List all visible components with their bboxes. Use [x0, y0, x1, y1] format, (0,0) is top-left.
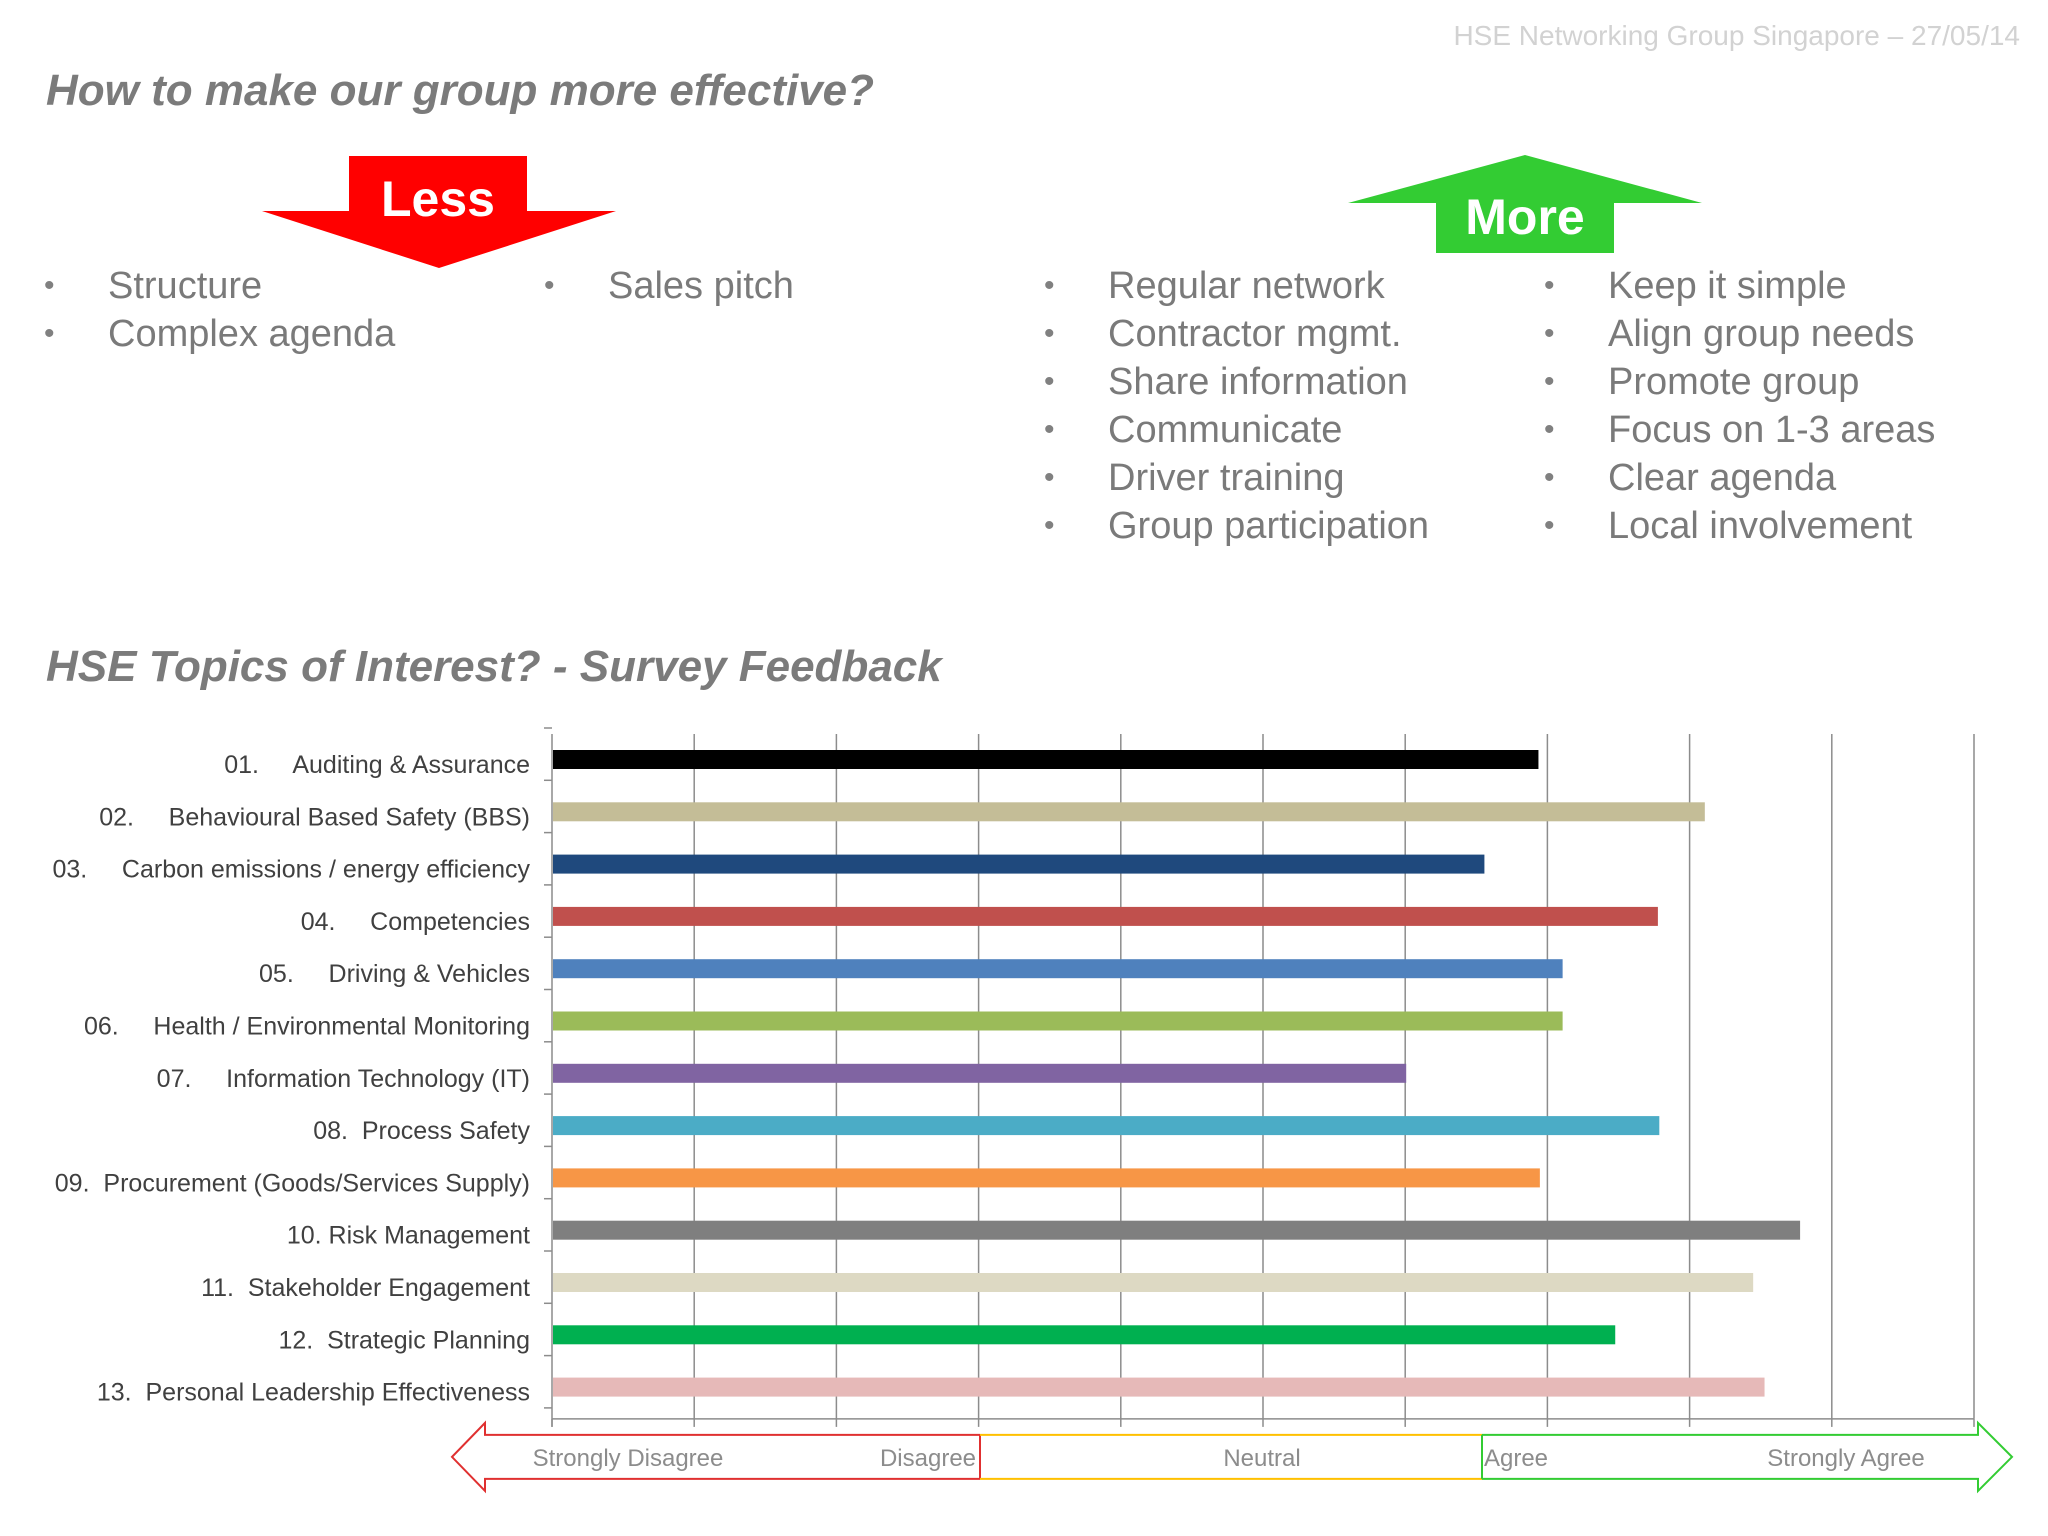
category-label: 04. Competencies [301, 908, 530, 936]
category-label: 08. Process Safety [313, 1117, 530, 1145]
bar [553, 1168, 1540, 1188]
list-item: • Sales pitch [544, 262, 794, 310]
bullet-icon: • [1544, 317, 1555, 350]
bar [553, 906, 1658, 926]
scale-label: Neutral [1223, 1445, 1300, 1472]
bar [553, 1273, 1754, 1292]
more-list-1: • Regular network • Contractor mgmt. • Shar… [1044, 262, 1429, 550]
bar [553, 959, 1563, 979]
more-label: More [1465, 189, 1585, 245]
bar [553, 1377, 1765, 1397]
bar [553, 750, 1539, 769]
list-item: • Keep it simple [1544, 262, 1935, 310]
list-item: • Communicate [1044, 406, 1429, 454]
category-label: 03. Carbon emissions / energy efficiency [52, 856, 530, 884]
bar [553, 1063, 1407, 1083]
bullet-icon: • [1544, 413, 1555, 446]
bar [553, 1116, 1660, 1136]
bullet-icon: • [1544, 365, 1555, 398]
list-item: • Share information [1044, 358, 1429, 406]
category-label: 07. Information Technology (IT) [157, 1065, 530, 1093]
category-label: 06. Health / Environmental Monitoring [84, 1013, 530, 1041]
more-arrow-icon [1348, 155, 1702, 253]
list-item: • Contractor mgmt. [1044, 310, 1429, 358]
scale-label: Strongly Disagree [533, 1445, 724, 1472]
bullet-icon: • [1044, 461, 1055, 494]
scale-label: Disagree [880, 1445, 976, 1472]
bullet-icon: • [1044, 413, 1055, 446]
list-item: • Regular network [1044, 262, 1429, 310]
list-item: • Driver training [1044, 454, 1429, 502]
list-item: • Structure [44, 262, 395, 310]
survey-bar-chart: 01. Auditing & Assurance 02. Behavioural … [52, 727, 2014, 1494]
bar [553, 1220, 1801, 1240]
less-list-1: • Structure • Complex agenda [44, 262, 395, 358]
list-item: • Align group needs [1544, 310, 1935, 358]
category-label: 11. Stakeholder Engagement [201, 1274, 530, 1302]
disagree-arrow-icon [450, 1420, 980, 1494]
bar [553, 802, 1705, 822]
bullet-icon: • [1044, 509, 1055, 542]
more-list-2: • Keep it simple • Align group needs • Prom… [1544, 262, 1935, 550]
section-title-effective: How to make our group more effective? [46, 66, 875, 115]
category-label: 13. Personal Leadership Effectiveness [97, 1379, 530, 1407]
bar [553, 1011, 1563, 1031]
bullet-icon: • [1044, 365, 1055, 398]
bullet-icon: • [544, 269, 555, 302]
bullet-icon: • [1044, 269, 1055, 302]
category-label: 01. Auditing & Assurance [224, 751, 530, 779]
list-item: • Local involvement [1544, 502, 1935, 550]
bullet-icon: • [44, 317, 55, 350]
category-label: 09. Procurement (Goods/Services Supply) [55, 1169, 530, 1197]
less-list-2: • Sales pitch [544, 262, 794, 310]
section-title-survey: HSE Topics of Interest? - Survey Feedbac… [46, 642, 942, 691]
bar [553, 1325, 1616, 1345]
scale-label: Agree [1484, 1445, 1548, 1472]
scale-label: Strongly Agree [1767, 1445, 1924, 1472]
category-label: 10. Risk Management [287, 1222, 530, 1250]
bullet-icon: • [1544, 269, 1555, 302]
category-label: 05. Driving & Vehicles [259, 960, 530, 988]
bullet-icon: • [1544, 509, 1555, 542]
less-arrow-icon [262, 156, 616, 268]
header-text: HSE Networking Group Singapore – 27/05/1… [1453, 20, 2020, 51]
list-item: • Group participation [1044, 502, 1429, 550]
bullet-icon: • [1544, 461, 1555, 494]
list-item: • Focus on 1-3 areas [1544, 406, 1935, 454]
agree-arrow-icon [1482, 1420, 2014, 1494]
list-item: • Promote group [1544, 358, 1935, 406]
bullet-icon: • [1044, 317, 1055, 350]
category-label: 02. Behavioural Based Safety (BBS) [99, 803, 530, 831]
list-item: • Complex agenda [44, 310, 395, 358]
list-item: • Clear agenda [1544, 454, 1935, 502]
bullet-icon: • [44, 269, 55, 302]
less-label: Less [381, 171, 495, 227]
category-label: 12. Strategic Planning [278, 1326, 530, 1354]
bar [553, 854, 1485, 874]
